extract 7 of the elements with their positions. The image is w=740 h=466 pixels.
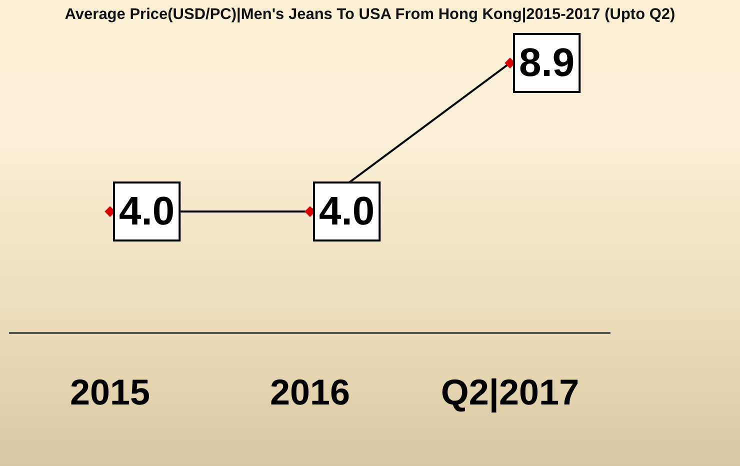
data-label: 4.0 xyxy=(319,190,375,234)
x-tick-label: 2015 xyxy=(70,371,150,412)
chart-title: Average Price(USD/PC)|Men's Jeans To USA From Hong Kong|2015-2017 (Upto Q2) xyxy=(64,6,676,24)
x-tick-label: Q2|2017 xyxy=(440,371,580,412)
x-tick-label: 2016 xyxy=(270,371,350,412)
data-label: 8.9 xyxy=(519,41,575,86)
data-label: 4.0 xyxy=(119,190,175,234)
